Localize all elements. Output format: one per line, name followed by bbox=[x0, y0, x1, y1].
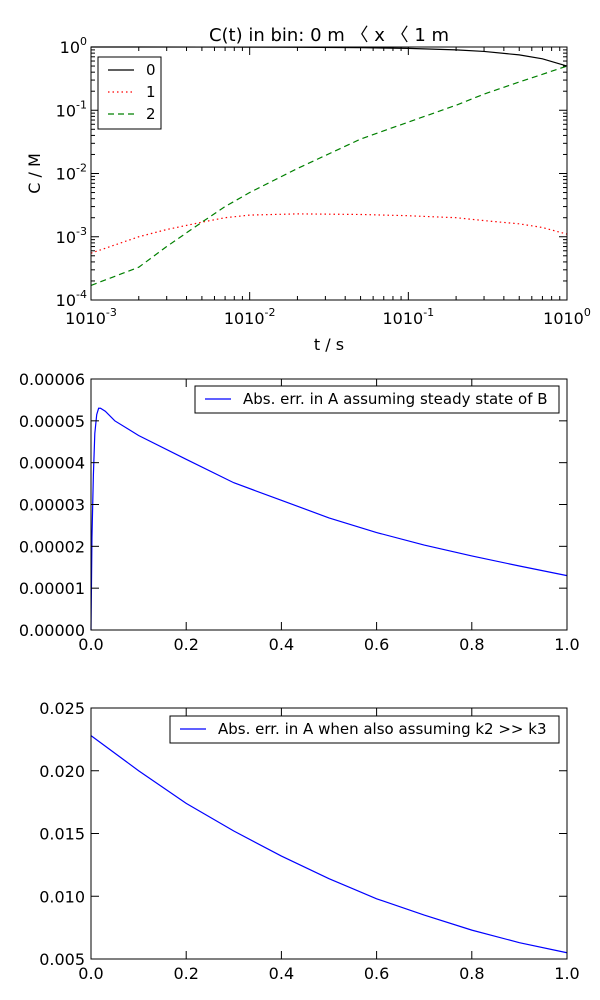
plot-frame bbox=[90, 378, 568, 631]
y-tick-label: 10-1 bbox=[56, 98, 87, 120]
x-tick-label: 1010-3 bbox=[65, 306, 117, 328]
y-tick-label: 0.00005 bbox=[19, 412, 85, 431]
y-tick-label: 0.00000 bbox=[19, 621, 85, 640]
legend-box bbox=[169, 715, 560, 744]
y-tick-exponent: -2 bbox=[76, 162, 87, 175]
plot-frame bbox=[90, 707, 568, 960]
plot-frame bbox=[90, 46, 568, 301]
x-tick-label: 0.4 bbox=[269, 964, 294, 983]
y-tick-label: 0.00002 bbox=[19, 537, 85, 556]
y-tick-label: 0.025 bbox=[39, 699, 85, 718]
y-tick-label: 10-3 bbox=[56, 225, 87, 247]
x-tick-label: 0.6 bbox=[364, 964, 389, 983]
series-line-2-0 bbox=[90, 735, 568, 954]
series-line-1-0 bbox=[90, 407, 568, 631]
x-tick-label: 0.4 bbox=[269, 635, 294, 654]
k2-k3-error-plot: 0.0 0.2 0.4 0.6 0.8 1.0 0.005 0.010 0.015 0.020 0.… bbox=[39, 699, 580, 983]
x-tick-label: 0.2 bbox=[173, 964, 198, 983]
x-tick-exponent: -1 bbox=[423, 306, 434, 319]
x-tick-label: 0.6 bbox=[364, 635, 389, 654]
chart-title: C(t) in bin: 0 m 〈 x 〈 1 m bbox=[209, 25, 449, 46]
y-tick-label: 100 bbox=[60, 35, 87, 57]
x-tick-label: 1.0 bbox=[554, 635, 579, 654]
series-line-0-0 bbox=[90, 46, 568, 67]
series-line-0-1 bbox=[90, 213, 568, 254]
legend-label: Abs. err. in A assuming steady state of … bbox=[243, 390, 548, 408]
x-tick-label: 1.0 bbox=[554, 964, 579, 983]
y-tick-label: 0.00006 bbox=[19, 370, 85, 389]
x-tick-label: 0.0 bbox=[78, 635, 103, 654]
log-concentration-plot: 1010-3 1010-2 1010-1 1010010-410-310-210-11… bbox=[25, 25, 591, 354]
y-tick-label: 0.00003 bbox=[19, 496, 85, 515]
y-tick-exponent: 0 bbox=[80, 35, 87, 48]
x-tick-label: 10100 bbox=[543, 306, 591, 328]
x-axis-label: t / s bbox=[314, 335, 344, 354]
x-tick-label: 1010-1 bbox=[382, 306, 434, 328]
y-tick-label: 10-4 bbox=[56, 288, 87, 310]
y-tick-label: 0.00004 bbox=[19, 454, 85, 473]
legend-box bbox=[194, 385, 560, 414]
y-tick-exponent: -1 bbox=[76, 98, 87, 111]
legend-label: 2 bbox=[146, 105, 156, 123]
y-tick-label: 0.005 bbox=[39, 950, 85, 969]
x-tick-exponent: 0 bbox=[584, 306, 591, 319]
x-tick-exponent: -2 bbox=[265, 306, 276, 319]
x-tick-label: 0.8 bbox=[459, 635, 484, 654]
legend-label: 0 bbox=[146, 61, 156, 79]
legend-label: Abs. err. in A when also assuming k2 >> … bbox=[218, 720, 547, 738]
legend-box bbox=[97, 56, 162, 130]
series-line-0-2 bbox=[90, 65, 568, 286]
x-tick-exponent: -3 bbox=[106, 306, 117, 319]
y-tick-label: 0.010 bbox=[39, 887, 85, 906]
y-tick-label: 0.015 bbox=[39, 825, 85, 844]
legend-label: 1 bbox=[146, 83, 156, 101]
steady-state-error-plot: 0.0 0.2 0.4 0.6 0.8 1.0 0.00000 0.00001 0.00002 0… bbox=[19, 370, 580, 654]
y-tick-label: 0.020 bbox=[39, 762, 85, 781]
x-tick-label: 1010-2 bbox=[224, 306, 276, 328]
y-tick-label: 10-2 bbox=[56, 162, 87, 184]
x-tick-label: 0.8 bbox=[459, 964, 484, 983]
y-tick-exponent: -4 bbox=[76, 288, 87, 301]
y-tick-label: 0.00001 bbox=[19, 579, 85, 598]
y-axis-label: C / M bbox=[25, 153, 44, 194]
x-tick-label: 0.2 bbox=[173, 635, 198, 654]
x-tick-label: 0.0 bbox=[78, 964, 103, 983]
y-tick-exponent: -3 bbox=[76, 225, 87, 238]
